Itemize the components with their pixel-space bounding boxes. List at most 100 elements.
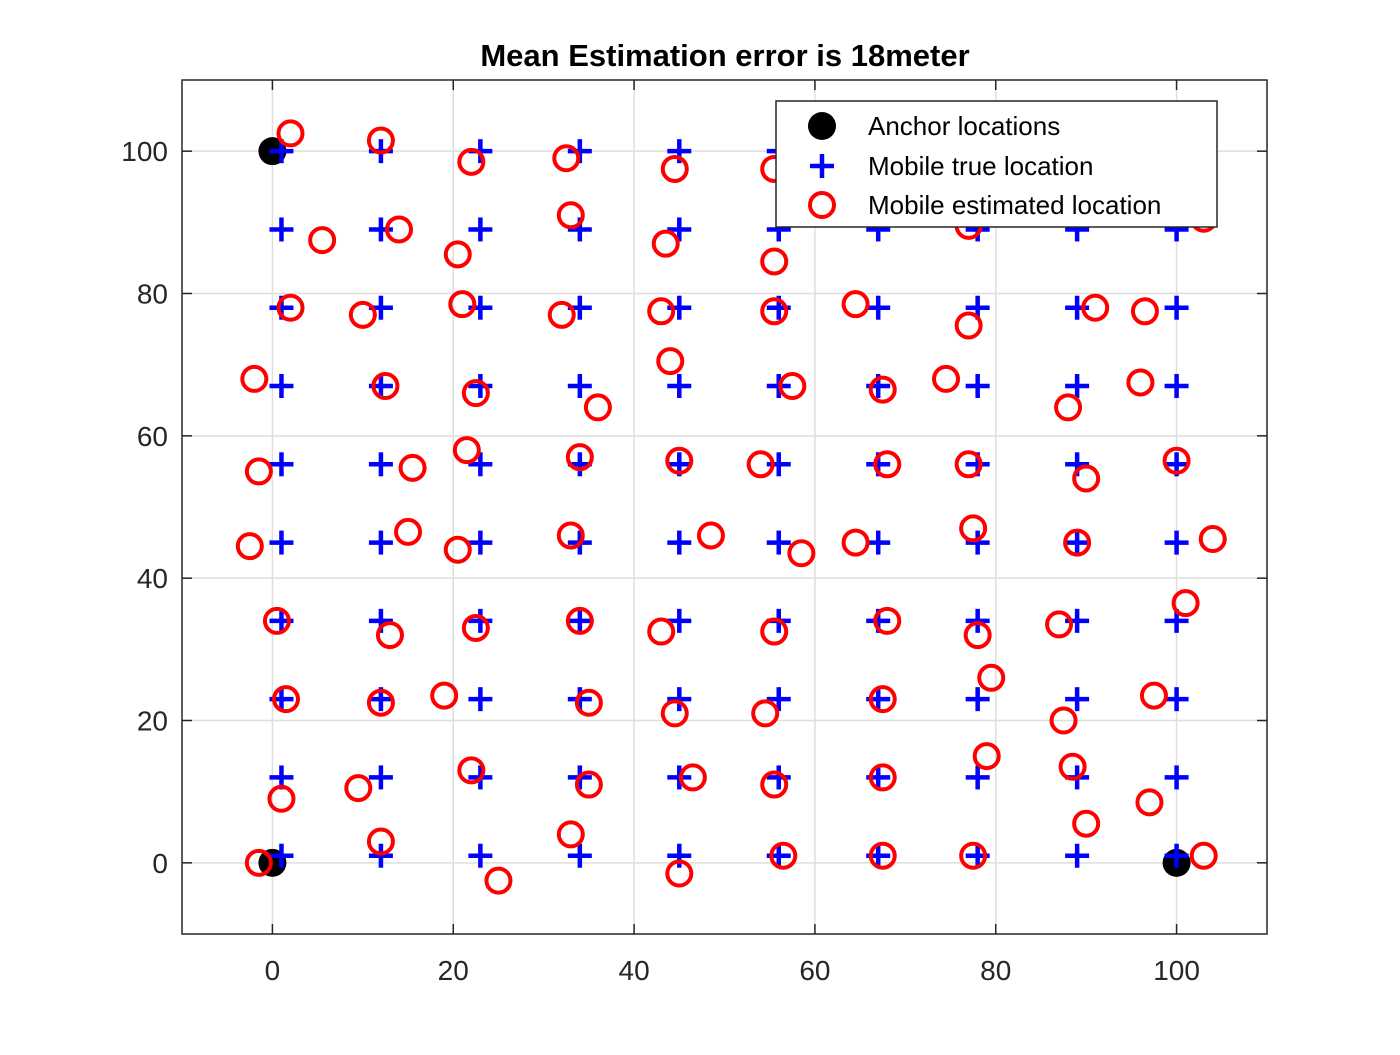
true-location-point [368,765,393,790]
estimated-location-point [1072,464,1101,493]
true-location-point [965,374,990,399]
estimated-location-point [461,379,490,408]
true-location-point [468,608,493,633]
estimated-location-point [371,372,400,401]
y-tick-label: 80 [137,279,168,310]
estimated-location-point [457,147,486,176]
true-location-point [965,608,990,633]
estimated-location-point [484,866,513,895]
estimated-location-point [1049,706,1078,735]
chart-title: Mean Estimation error is 18meter [480,38,969,73]
estimated-location-point [873,606,902,635]
true-location-point [468,843,493,868]
estimated-location-point [366,827,395,856]
x-tick-label: 60 [799,955,830,986]
estimated-location-point [1162,446,1191,475]
estimated-location-point [1072,809,1101,838]
y-tick-label: 100 [121,136,168,167]
true-location-point [766,530,791,555]
true-location-point [1164,687,1189,712]
true-location-point [269,374,294,399]
true-location-point [468,687,493,712]
points-layer [235,119,1227,895]
true-location-point [468,530,493,555]
true-location-point [866,295,891,320]
estimated-location-point [760,617,789,646]
estimated-location-point [1139,681,1168,710]
estimated-location-point [751,699,780,728]
estimated-location-point [660,154,689,183]
estimated-location-point [959,841,988,870]
estimated-location-point [932,364,961,393]
estimated-location-point [565,443,594,472]
estimated-location-point [868,763,897,792]
estimated-location-point [556,521,585,550]
true-location-point [468,452,493,477]
estimated-location-point [385,215,413,244]
true-location-point [965,765,990,790]
true-location-point [368,452,393,477]
estimated-location-point [240,364,269,393]
estimated-location-point [262,606,291,635]
true-location-point [667,687,692,712]
estimated-location-point [583,393,612,422]
legend-anchor-marker [808,112,836,140]
true-location-point [1164,374,1189,399]
true-location-point [368,530,393,555]
estimated-location-point [348,300,377,329]
estimated-location-point [344,774,373,803]
true-location-point [667,530,692,555]
estimated-location-point [656,347,685,376]
estimated-location-point [271,685,300,714]
true-location-point [269,843,294,868]
estimated-location-point [1063,528,1092,557]
true-location-point [766,765,791,790]
estimated-location-point [868,841,897,870]
estimated-location-point [1126,368,1155,397]
estimated-location-point [556,820,585,849]
true-location-point [567,608,592,633]
true-location-point [1164,765,1189,790]
true-location-point [269,530,294,555]
estimated-location-point [461,613,490,642]
estimated-location-point [1171,589,1200,618]
estimated-location-point [769,841,798,870]
true-location-point [1164,843,1189,868]
estimated-location-point [954,450,983,479]
estimated-location-point [787,539,816,568]
estimated-location-point [954,311,983,340]
estimated-location-point [1081,293,1110,322]
x-tick-label: 0 [265,955,281,986]
estimated-location-point [778,372,807,401]
estimated-location-point [574,688,603,717]
estimated-location-point [394,517,423,546]
true-location-point [866,530,891,555]
axes-box [181,79,1268,935]
legend: Anchor locations Mobile true location Mo… [775,100,1218,228]
estimated-location-point [647,297,676,326]
y-tick-label: 60 [137,421,168,452]
estimated-location-point [244,848,273,877]
estimated-location-point [873,450,902,479]
true-location-point [965,530,990,555]
estimated-location-point [696,521,725,550]
legend-label-true: Mobile true location [868,151,1093,181]
true-location-point [667,608,692,633]
estimated-location-point [651,229,680,258]
true-location-point [1065,374,1090,399]
true-location-point [567,374,592,399]
true-location-point [1065,843,1090,868]
estimated-location-point [276,119,305,148]
y-tick-label: 20 [137,706,168,737]
estimated-location-point [235,532,264,561]
true-location-point [1164,295,1189,320]
estimated-location-point [1198,525,1227,554]
estimated-location-point [972,742,1001,771]
legend-label-estimated: Mobile estimated location [868,190,1161,220]
estimated-location-point [375,621,404,650]
estimated-location-point [452,436,481,465]
estimated-location-point [760,297,789,326]
legend-true-marker [810,154,834,178]
estimated-location-point [665,859,694,888]
estimated-location-point [1189,841,1218,870]
